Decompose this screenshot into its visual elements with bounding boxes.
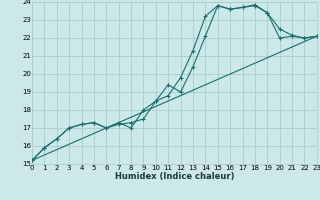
X-axis label: Humidex (Indice chaleur): Humidex (Indice chaleur) [115, 172, 234, 181]
